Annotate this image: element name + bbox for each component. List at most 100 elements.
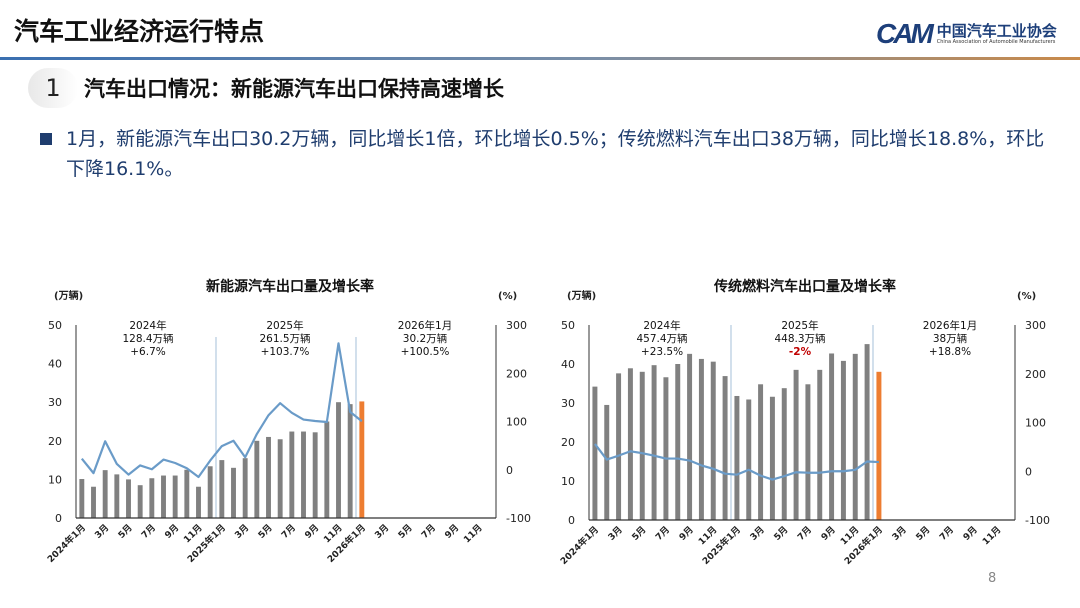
period-annotation: 38万辆 [933,332,967,345]
header-divider [0,57,1080,60]
period-annotation: 2026年1月 [398,319,452,332]
left-axis-unit: (万辆) [54,289,83,302]
bar [207,466,213,518]
left-tick-label: 10 [561,475,575,488]
bar [592,386,598,520]
x-tick-label: 5月 [116,522,135,541]
right-tick-label: 0 [1025,465,1032,478]
bar [219,460,225,518]
x-tick-label: 7月 [937,524,956,543]
bar [347,404,353,518]
bar [840,360,846,520]
period-annotation: 128.4万辆 [122,332,173,345]
x-tick-label: 9月 [303,522,322,541]
bar [242,458,248,518]
bar [793,369,799,520]
x-tick-label: 3月 [373,522,392,541]
bar [687,353,693,520]
period-annotation: 2024年 [643,319,680,332]
left-tick-label: 40 [561,358,575,371]
right-axis-unit: (%) [1017,291,1036,302]
x-tick-label: 3月 [606,524,625,543]
bar [639,371,645,520]
left-axis-unit: (万辆) [567,289,596,302]
period-annotation: 261.5万辆 [259,332,310,345]
bar [266,436,271,518]
x-tick-label: 3月 [93,522,112,541]
right-tick-label: 100 [1025,417,1046,430]
growth-line [80,342,363,479]
x-tick-label: 9月 [961,524,980,543]
left-tick-label: 20 [48,435,62,448]
x-tick-label: 5月 [772,524,791,543]
x-tick-label: 5月 [630,524,649,543]
x-tick-label: 9月 [163,522,182,541]
bar [126,479,131,518]
right-tick-label: 200 [506,367,527,380]
bar [196,486,201,518]
left-tick-label: 20 [561,436,575,449]
period-annotation: +23.5% [641,346,683,358]
logo-cn-text: 中国汽车工业协会 [936,21,1057,40]
x-tick-label: 9月 [443,522,462,541]
bar [289,431,295,518]
logo-en-text: China Association of Automobile Manufact… [936,38,1056,45]
bar [698,358,704,520]
bar [137,485,143,518]
bar [161,475,166,518]
period-annotation: 2026年1月 [923,319,977,332]
bar [301,431,306,518]
right-tick-label: 200 [1025,368,1046,381]
left-tick-label: 0 [55,512,62,525]
period-annotation: 2025年 [266,319,303,332]
bar [184,469,190,518]
bar [114,474,120,518]
bar [651,365,657,520]
bar [746,399,752,520]
x-tick-label: 3月 [233,522,252,541]
section-heading: 1 汽车出口情况：新能源汽车出口保持高速增长 [28,68,504,108]
section-number: 1 [28,68,78,108]
bullet-square-icon [40,133,52,145]
cam-logo-icon: CAM [876,18,934,49]
x-tick-label: 5月 [256,522,275,541]
bar [722,376,728,520]
x-tick-label: 7月 [279,522,298,541]
x-tick-label: 9月 [677,524,696,543]
bar [359,401,365,518]
bar [817,369,823,520]
x-tick-label: 7月 [139,522,158,541]
period-annotation: 448.3万辆 [774,332,825,345]
bar [91,486,96,518]
bar [805,384,811,520]
bar [604,404,610,520]
bar [231,467,236,518]
page-title: 汽车工业经济运行特点 [14,17,265,46]
logo: CAM 中国汽车工业协会 China Association of Automo… [876,18,1057,50]
bar [254,440,260,518]
bullet-text: 1月，新能源汽车出口30.2万辆，同比增长1倍，环比增长0.5%；传统燃料汽车出… [66,128,1045,180]
right-axis-unit: (%) [498,291,517,302]
period-annotation: +6.7% [130,346,165,358]
right-tick-label: 100 [506,416,527,429]
left-tick-label: 10 [48,473,62,486]
x-tick-label: 3月 [748,524,767,543]
bar [149,478,155,518]
bar [852,353,858,520]
x-tick-label: 11月 [980,524,1003,547]
bar [769,396,775,520]
bar [710,361,716,520]
bar [758,384,764,520]
period-annotation: 2025年 [781,319,818,332]
bar [829,353,835,520]
bar [102,470,108,518]
section-title: 汽车出口情况：新能源汽车出口保持高速增长 [84,77,504,101]
bar [172,475,178,518]
period-annotation: 2024年 [129,319,166,332]
period-annotation: +103.7% [261,346,310,358]
bar [312,432,318,518]
bar [277,439,283,518]
bar [734,395,740,520]
bar [616,373,622,520]
right-tick-label: 0 [506,464,513,477]
